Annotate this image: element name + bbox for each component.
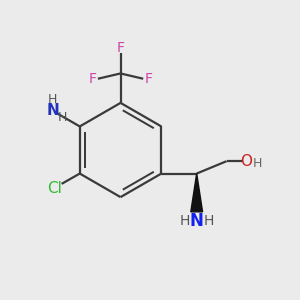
Text: F: F	[117, 41, 124, 56]
Text: H: H	[252, 157, 262, 170]
Text: F: F	[145, 72, 152, 86]
Text: N: N	[190, 212, 204, 230]
Text: H: H	[48, 93, 58, 106]
Text: F: F	[88, 72, 97, 86]
Text: H: H	[179, 214, 190, 228]
Text: O: O	[240, 154, 252, 169]
Text: N: N	[46, 103, 59, 118]
Polygon shape	[191, 174, 203, 212]
Text: Cl: Cl	[47, 181, 62, 196]
Text: H: H	[58, 111, 67, 124]
Text: H: H	[204, 214, 214, 228]
